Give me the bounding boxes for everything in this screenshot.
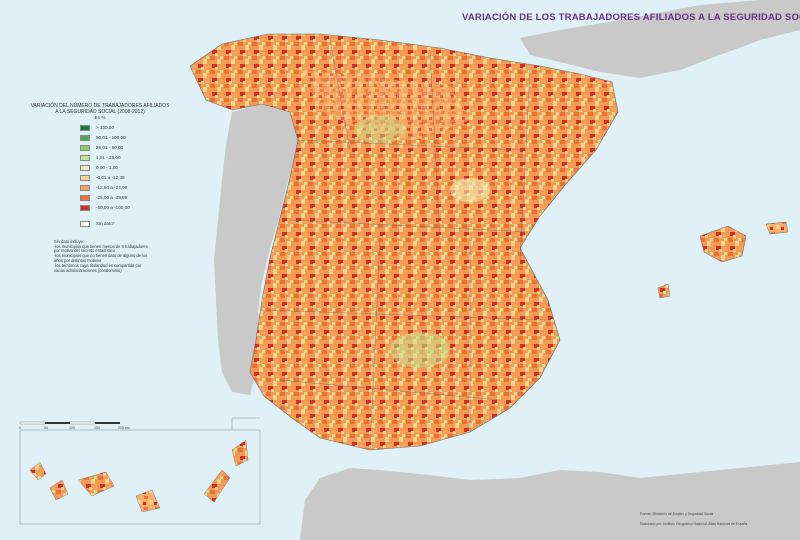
legend-swatch bbox=[80, 144, 90, 151]
legend-title-line-1: VARIACIÓN DEL NÚMERO DE TRABAJADORES AFI… bbox=[30, 103, 170, 109]
legend-no-data: Sin dato* bbox=[30, 220, 170, 232]
scale-label: 50 bbox=[44, 426, 48, 430]
spain-mainland bbox=[189, 33, 619, 451]
legend-note-line: Sin dato incluye: bbox=[54, 238, 85, 244]
legend-note-line: por motivo del secreto estadístico bbox=[54, 248, 115, 254]
scale-label: 200 km bbox=[118, 426, 130, 430]
legend-note-line: varias administraciones (condominio) bbox=[54, 268, 122, 274]
legend-item: 50,01 - 100,00 bbox=[30, 134, 170, 144]
canary-island-4 bbox=[135, 489, 161, 513]
green-zone-north bbox=[300, 70, 470, 140]
scale-label: 100 bbox=[69, 426, 75, 430]
legend-item: 0,00 - 1,00 bbox=[30, 164, 170, 174]
canary-island-5 bbox=[203, 469, 231, 503]
legend-note-line: -los territorios cuya titularidad es com… bbox=[54, 263, 142, 269]
map-title: VARIACIÓN DE LOS TRABAJADORES AFILIADOS … bbox=[462, 12, 800, 23]
canary-island-3 bbox=[77, 471, 115, 497]
legend-swatch bbox=[80, 194, 90, 201]
legend-unit: En % bbox=[94, 115, 106, 121]
legend-notes: Sin dato incluye: -los municipios que tie… bbox=[54, 238, 174, 274]
legend-label: -25,00 a -49,99 bbox=[96, 194, 128, 200]
france-land bbox=[520, 0, 800, 78]
legend-label: 0,00 - 1,00 bbox=[96, 164, 118, 170]
ibiza bbox=[657, 283, 671, 299]
legend-swatch bbox=[80, 124, 90, 131]
canary-island-2 bbox=[49, 479, 69, 501]
no-data-swatch bbox=[80, 220, 90, 227]
legend-swatch bbox=[80, 174, 90, 181]
green-patch-3 bbox=[450, 178, 490, 202]
legend-swatch bbox=[80, 184, 90, 191]
legend-item: 25,01 - 50,00 bbox=[30, 144, 170, 154]
green-patch-1 bbox=[390, 332, 450, 368]
legend-items: > 100,00 50,01 - 100,00 25,01 - 50,00 1,01 … bbox=[30, 124, 170, 214]
source-line-1: Fuente: Ministerio de Empleo y Seguridad… bbox=[640, 512, 714, 516]
legend: VARIACIÓN DEL NÚMERO DE TRABAJADORES AFI… bbox=[30, 103, 170, 274]
legend-note-line: años por distintos motivos bbox=[54, 258, 102, 264]
green-patch-2 bbox=[354, 116, 406, 144]
legend-label: 25,01 - 50,00 bbox=[96, 144, 124, 150]
legend-swatch bbox=[80, 134, 90, 141]
africa-land bbox=[300, 462, 800, 540]
legend-swatch bbox=[80, 204, 90, 211]
legend-label: 1,01 - 25,00 bbox=[96, 154, 121, 160]
legend-item: -0,01 a -12,49 bbox=[30, 174, 170, 184]
legend-title-line-2: A LA SEGURIDAD SOCIAL (2008-2012) bbox=[55, 108, 145, 115]
legend-label: -12,50 a -24,99 bbox=[96, 184, 128, 190]
no-data-label: Sin dato* bbox=[96, 220, 115, 226]
scale-label: 150 bbox=[94, 426, 100, 430]
legend-note-line: -los municipios que no tienen dato de al… bbox=[54, 253, 148, 259]
scale-bar bbox=[19, 421, 120, 425]
canary-island-6 bbox=[231, 439, 249, 467]
legend-item: -12,50 a -24,99 bbox=[30, 184, 170, 194]
mallorca bbox=[699, 225, 747, 263]
legend-item: -50,00 a -100,00 bbox=[30, 204, 170, 214]
legend-note-line: -los municipios que tienen menos de 5 tr… bbox=[54, 243, 148, 249]
legend-label: > 100,00 bbox=[96, 124, 115, 130]
canary-island-1 bbox=[29, 461, 47, 481]
inset-corner bbox=[231, 417, 260, 430]
legend-label: -0,01 a -12,49 bbox=[96, 174, 125, 180]
legend-swatch bbox=[80, 164, 90, 171]
legend-swatch bbox=[80, 154, 90, 161]
menorca bbox=[765, 221, 789, 235]
source-line-2: Elaborado por: Instituto Geográfico Naci… bbox=[640, 522, 748, 526]
legend-item: > 100,00 bbox=[30, 124, 170, 134]
legend-item: 1,01 - 25,00 bbox=[30, 154, 170, 164]
legend-label: 50,01 - 100,00 bbox=[96, 134, 126, 140]
legend-item: -25,00 a -49,99 bbox=[30, 194, 170, 204]
region-borders bbox=[261, 39, 549, 451]
legend-label: -50,00 a -100,00 bbox=[96, 204, 130, 210]
portugal-land bbox=[214, 104, 300, 395]
scale-label: 0 bbox=[19, 426, 21, 430]
